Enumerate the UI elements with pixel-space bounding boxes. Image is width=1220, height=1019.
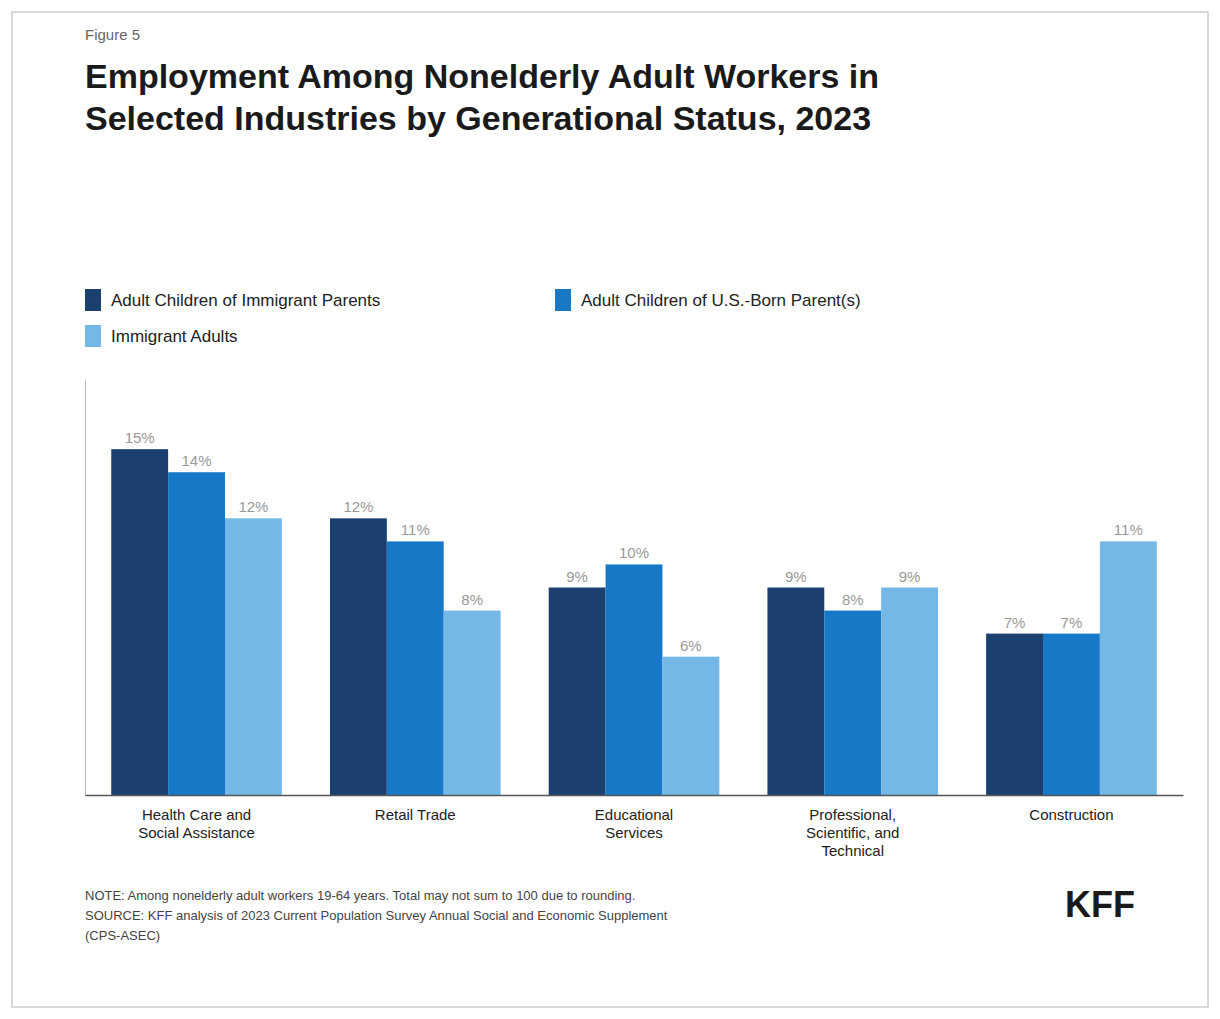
bar — [824, 611, 881, 795]
bar — [767, 588, 824, 796]
bar — [330, 518, 387, 795]
data-label: 14% — [182, 452, 212, 469]
bar — [387, 541, 444, 795]
legend-label: Adult Children of U.S.-Born Parent(s) — [581, 291, 861, 310]
legend-label: Immigrant Adults — [111, 327, 238, 346]
y-axis — [85, 381, 86, 796]
text-line: Professional, — [809, 806, 896, 823]
bar — [606, 564, 663, 795]
x-tick: Construction — [1029, 806, 1113, 823]
bar — [444, 611, 501, 795]
data-label: 10% — [619, 544, 649, 561]
x-tick: EducationalServices — [595, 806, 673, 841]
y-axis-line — [85, 381, 86, 796]
data-label: 9% — [899, 568, 921, 585]
x-tick-label: Health Care andSocial Assistance — [138, 806, 255, 841]
data-label: 15% — [125, 429, 155, 446]
text-line: SOURCE: KFF analysis of 2023 Current Pop… — [85, 908, 668, 923]
legend-swatch — [85, 289, 101, 311]
x-tick: Professional,Scientific, andTechnical — [806, 806, 899, 859]
chart: Figure 5 Employment Among Nonelderly Adul… — [0, 0, 1220, 1019]
bar — [1043, 634, 1100, 795]
data-label: 7% — [1061, 614, 1083, 631]
data-label: 11% — [1114, 521, 1143, 538]
x-tick-label: Professional,Scientific, andTechnical — [806, 806, 899, 859]
text-line: NOTE: Among nonelderly adult workers 19-… — [85, 888, 635, 903]
data-label: 7% — [1004, 614, 1026, 631]
text-line: Technical — [821, 842, 884, 859]
data-label: 8% — [461, 591, 483, 608]
data-label: 9% — [785, 568, 807, 585]
text-line: Selected Industries by Generational Stat… — [85, 99, 871, 137]
logo: KFF — [1065, 884, 1135, 925]
bars — [111, 449, 1157, 795]
text-line: Health Care and — [142, 806, 251, 823]
legend-item: Adult Children of U.S.-Born Parent(s) — [555, 289, 861, 311]
legend-item: Adult Children of Immigrant Parents — [85, 289, 380, 311]
text-line: Employment Among Nonelderly Adult Worker… — [85, 57, 879, 95]
title: Employment Among Nonelderly Adult Worker… — [85, 57, 879, 137]
text-line: Services — [605, 824, 663, 841]
figure-label: Figure 5 — [85, 26, 140, 43]
data-label: 6% — [680, 637, 702, 654]
text-line: Construction — [1029, 806, 1113, 823]
bar — [111, 449, 168, 795]
data-label: 12% — [238, 498, 268, 515]
plot: 15% 12% 9% 9% 7% 14% 11% 10% 8% 7% 12% 8% 6% 9% 11% Hea… — [86, 381, 1184, 859]
data-label: 9% — [566, 568, 588, 585]
x-axis-line — [86, 795, 1184, 797]
text-line: Scientific, and — [806, 824, 899, 841]
legend-swatch — [555, 289, 571, 311]
bar — [881, 588, 938, 796]
text-line: Educational — [595, 806, 673, 823]
bar — [662, 657, 719, 795]
x-tick-label: EducationalServices — [595, 806, 673, 841]
x-tick-label: Retail Trade — [375, 806, 456, 823]
text-line: Social Assistance — [138, 824, 255, 841]
data-labels: 15% 12% 9% 9% 7% 14% 11% 10% 8% 7% 12% 8% 6% 9% 11% — [125, 429, 1143, 653]
bar — [986, 634, 1043, 795]
text-line: Retail Trade — [375, 806, 456, 823]
data-label: 12% — [343, 498, 373, 515]
data-label: 11% — [401, 521, 430, 538]
bar — [1100, 541, 1157, 795]
legend: Adult Children of Immigrant Parents Adult… — [85, 289, 861, 347]
bar — [549, 588, 606, 796]
x-axis: Health Care andSocial Assistance Retail T… — [86, 796, 1184, 859]
x-tick: Health Care andSocial Assistance — [138, 806, 255, 841]
bar — [168, 472, 225, 795]
legend-label: Adult Children of Immigrant Parents — [111, 291, 380, 310]
x-tick: Retail Trade — [375, 806, 456, 823]
border — [12, 12, 1208, 1007]
legend-item: Immigrant Adults — [85, 325, 238, 347]
data-label: 8% — [842, 591, 864, 608]
note: NOTE: Among nonelderly adult workers 19-… — [85, 888, 668, 943]
bar — [225, 518, 282, 795]
x-tick-label: Construction — [1029, 806, 1113, 823]
text-line: (CPS-ASEC) — [85, 928, 160, 943]
legend-swatch — [85, 325, 101, 347]
